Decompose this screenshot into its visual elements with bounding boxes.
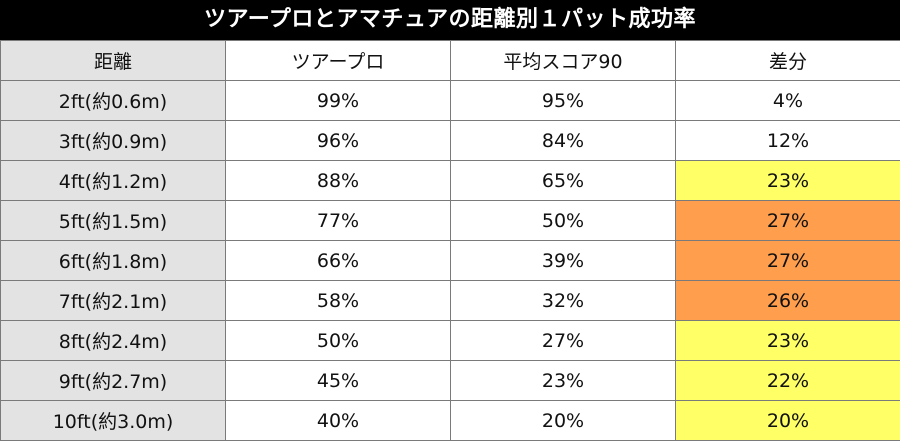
table-row: 6ft(約1.8m)66%39%27% — [1, 241, 900, 281]
table-row: 9ft(約2.7m)45%23%22% — [1, 361, 900, 401]
table-row: 2ft(約0.6m)99%95%4% — [1, 81, 900, 121]
table-row: 4ft(約1.2m)88%65%23% — [1, 161, 900, 201]
cell-amateur-90: 32% — [451, 281, 676, 321]
cell-distance: 5ft(約1.5m) — [1, 201, 226, 241]
table-row: 8ft(約2.4m)50%27%23% — [1, 321, 900, 361]
table-row: 7ft(約2.1m)58%32%26% — [1, 281, 900, 321]
cell-amateur-90: 84% — [451, 121, 676, 161]
cell-tour-pro: 50% — [226, 321, 451, 361]
table-row: 5ft(約1.5m)77%50%27% — [1, 201, 900, 241]
cell-amateur-90: 65% — [451, 161, 676, 201]
cell-amateur-90: 50% — [451, 201, 676, 241]
cell-difference: 12% — [676, 121, 900, 161]
cell-tour-pro: 58% — [226, 281, 451, 321]
putting-table: 距離 ツアープロ 平均スコア90 差分 2ft(約0.6m)99%95%4%3f… — [0, 40, 900, 441]
cell-difference: 22% — [676, 361, 900, 401]
cell-difference: 23% — [676, 161, 900, 201]
header-tour-pro: ツアープロ — [226, 41, 451, 81]
cell-amateur-90: 27% — [451, 321, 676, 361]
header-distance: 距離 — [1, 41, 226, 81]
cell-distance: 9ft(約2.7m) — [1, 361, 226, 401]
table-title: ツアープロとアマチュアの距離別１パット成功率 — [0, 0, 900, 40]
cell-distance: 8ft(約2.4m) — [1, 321, 226, 361]
table-row: 3ft(約0.9m)96%84%12% — [1, 121, 900, 161]
cell-difference: 27% — [676, 201, 900, 241]
table-row: 10ft(約3.0m)40%20%20% — [1, 401, 900, 441]
cell-difference: 27% — [676, 241, 900, 281]
cell-tour-pro: 77% — [226, 201, 451, 241]
cell-tour-pro: 66% — [226, 241, 451, 281]
header-row: 距離 ツアープロ 平均スコア90 差分 — [1, 41, 900, 81]
cell-distance: 10ft(約3.0m) — [1, 401, 226, 441]
cell-distance: 2ft(約0.6m) — [1, 81, 226, 121]
cell-tour-pro: 88% — [226, 161, 451, 201]
header-difference: 差分 — [676, 41, 900, 81]
cell-difference: 23% — [676, 321, 900, 361]
cell-difference: 26% — [676, 281, 900, 321]
cell-distance: 4ft(約1.2m) — [1, 161, 226, 201]
cell-tour-pro: 96% — [226, 121, 451, 161]
cell-difference: 4% — [676, 81, 900, 121]
cell-amateur-90: 39% — [451, 241, 676, 281]
cell-tour-pro: 99% — [226, 81, 451, 121]
cell-distance: 6ft(約1.8m) — [1, 241, 226, 281]
cell-amateur-90: 23% — [451, 361, 676, 401]
header-amateur-90: 平均スコア90 — [451, 41, 676, 81]
cell-difference: 20% — [676, 401, 900, 441]
cell-distance: 7ft(約2.1m) — [1, 281, 226, 321]
cell-amateur-90: 20% — [451, 401, 676, 441]
cell-amateur-90: 95% — [451, 81, 676, 121]
cell-tour-pro: 40% — [226, 401, 451, 441]
cell-distance: 3ft(約0.9m) — [1, 121, 226, 161]
cell-tour-pro: 45% — [226, 361, 451, 401]
